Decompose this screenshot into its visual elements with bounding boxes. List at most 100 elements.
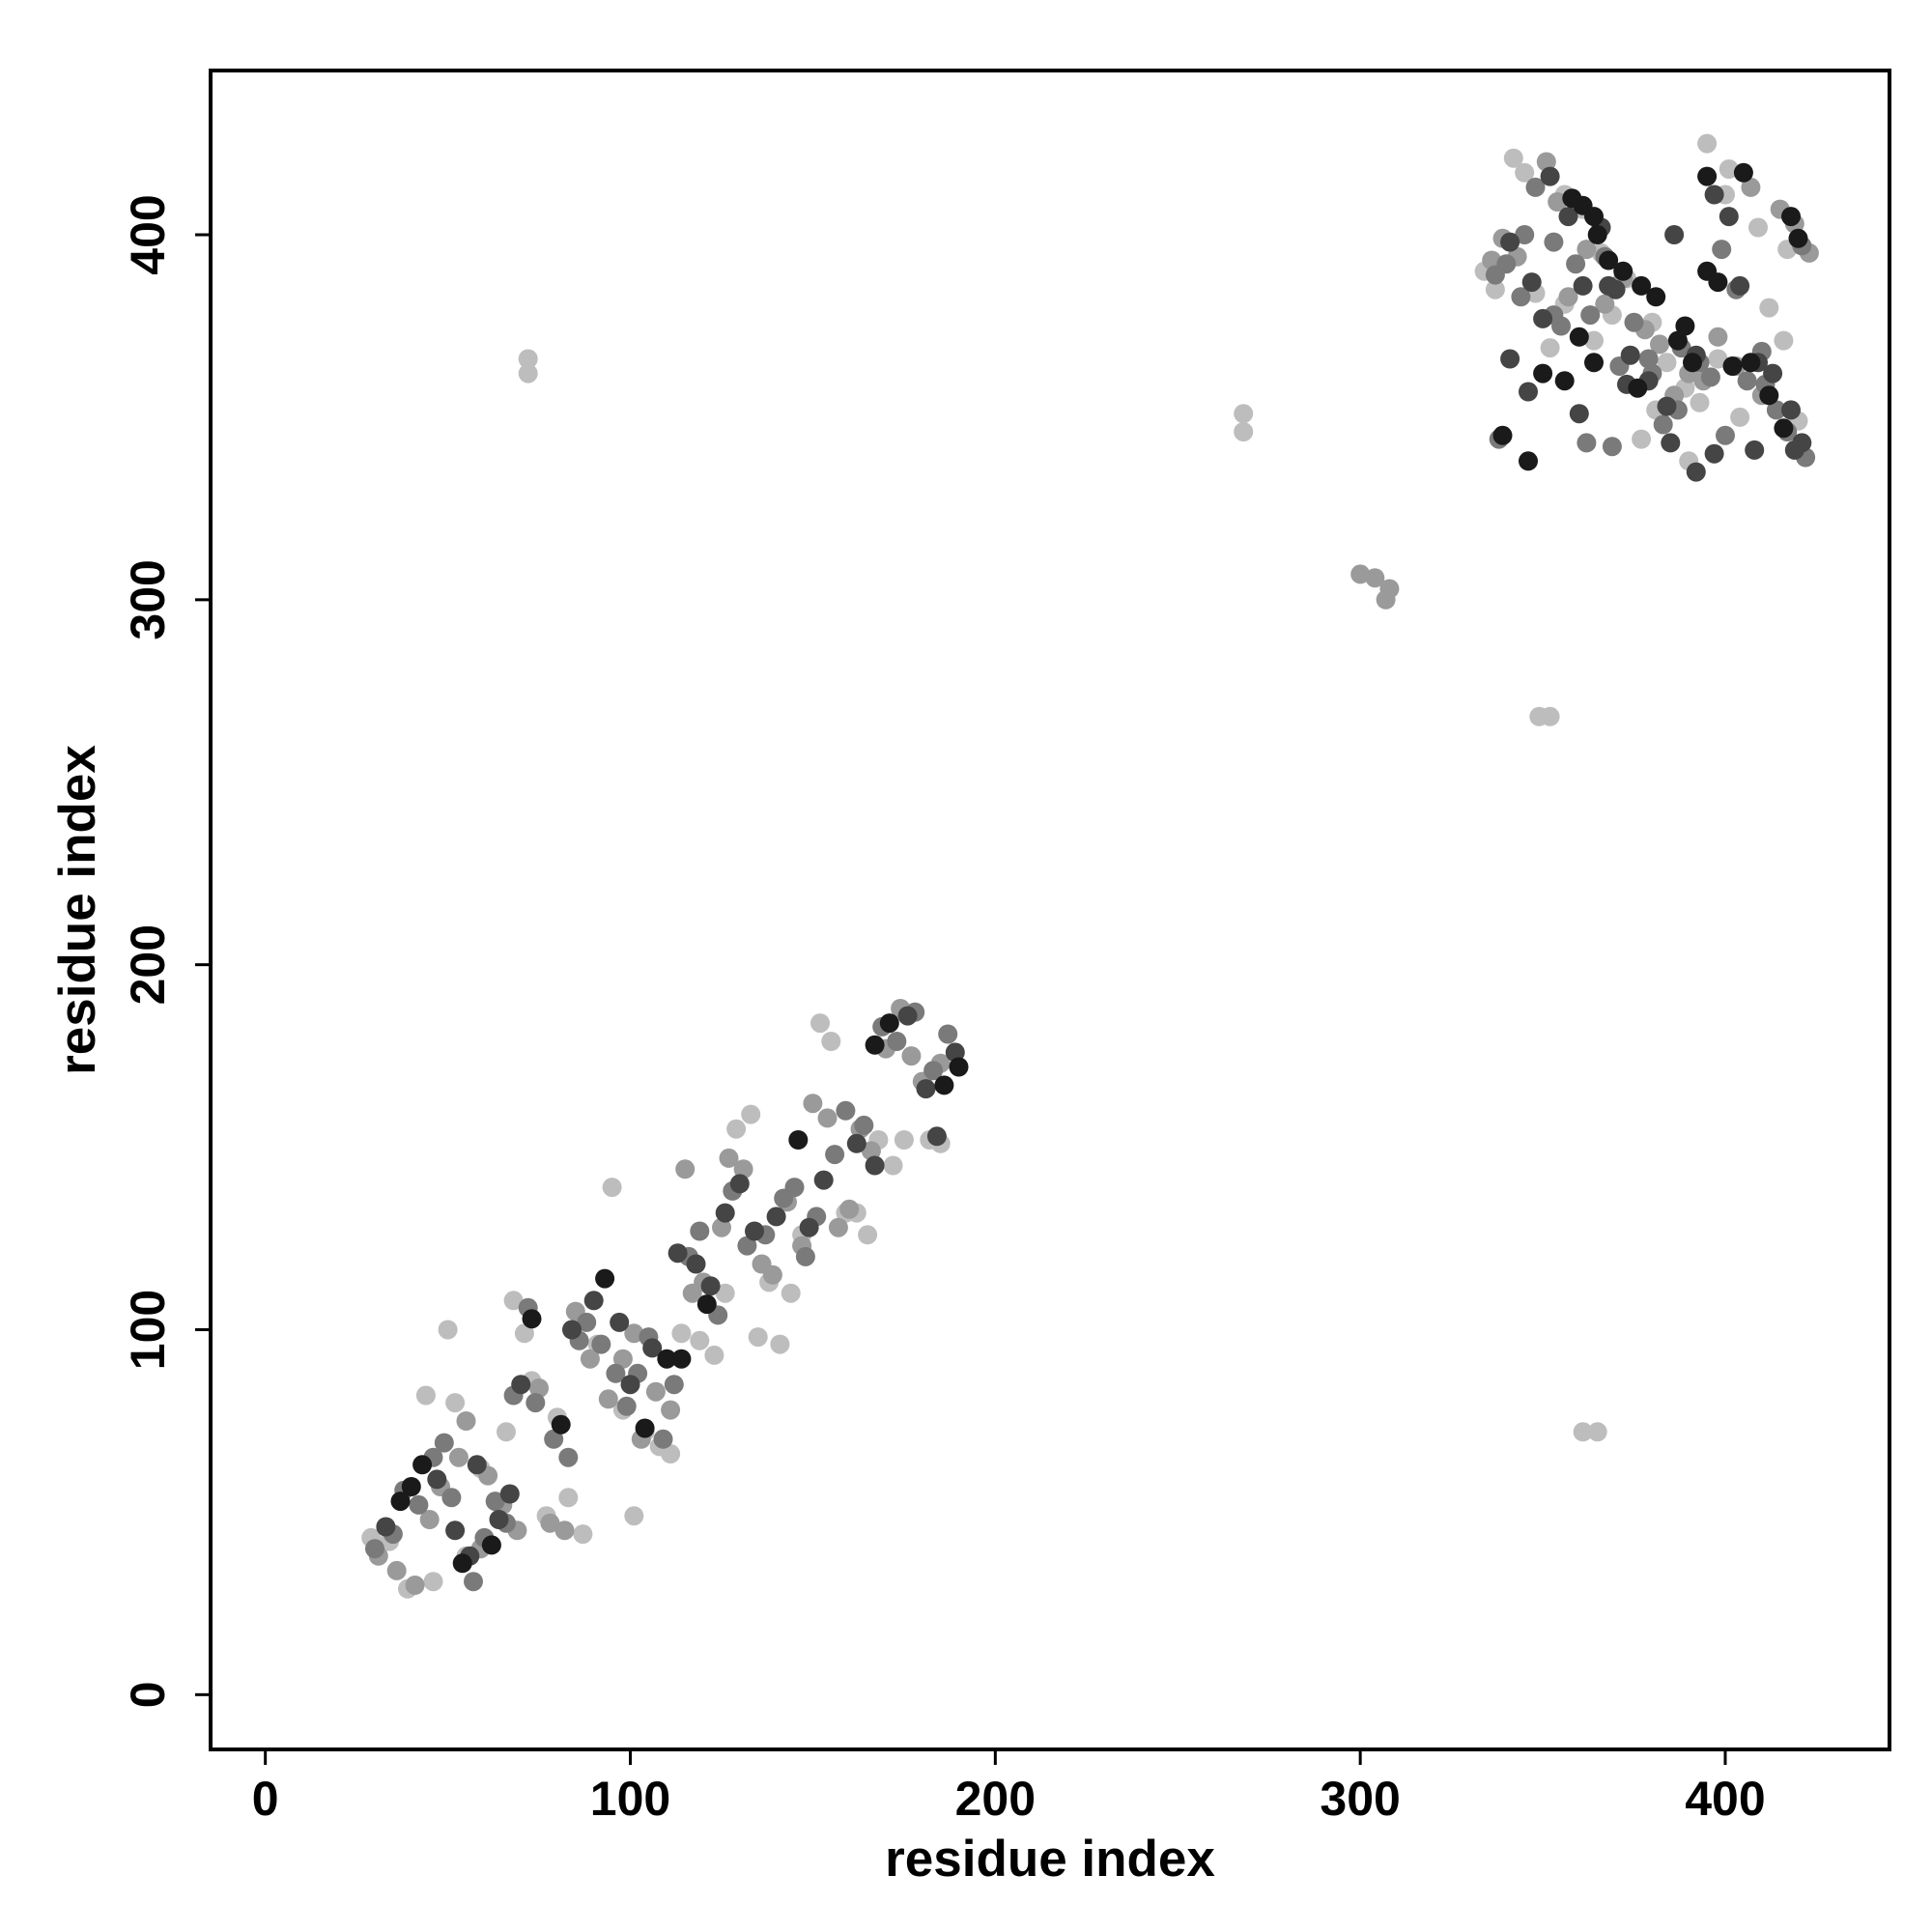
data-point <box>795 1246 815 1266</box>
data-point <box>1515 225 1535 244</box>
data-point <box>726 1119 747 1139</box>
data-point <box>813 1170 834 1190</box>
data-point <box>518 363 538 384</box>
data-point <box>1733 162 1753 183</box>
data-point <box>737 1236 757 1256</box>
data-point <box>781 1283 801 1303</box>
data-point <box>1763 363 1783 384</box>
data-point <box>784 1178 805 1198</box>
data-point <box>1657 353 1677 373</box>
data-point <box>741 1104 761 1124</box>
data-point <box>945 1042 965 1063</box>
data-point <box>1500 232 1520 252</box>
data-point <box>916 1079 936 1099</box>
data-point <box>715 1203 735 1223</box>
data-point <box>1599 275 1619 296</box>
data-point <box>748 1327 768 1348</box>
data-point <box>1719 159 1739 179</box>
data-point <box>1548 192 1568 212</box>
data-point <box>514 1323 534 1344</box>
data-point <box>745 1221 764 1241</box>
data-point <box>1569 404 1589 424</box>
data-point <box>423 1572 443 1592</box>
data-point <box>1745 440 1765 460</box>
data-point <box>481 1535 501 1555</box>
y-axis: 0 100 200 300 400 <box>121 194 211 1708</box>
data-point <box>1234 404 1254 424</box>
data-point <box>448 1447 469 1467</box>
data-point <box>562 1320 582 1340</box>
data-point <box>1580 305 1601 326</box>
data-point <box>642 1338 663 1358</box>
data-point <box>803 1094 823 1114</box>
data-point <box>799 1217 819 1237</box>
data-point <box>1533 363 1553 384</box>
data-point <box>1664 225 1685 244</box>
data-point <box>934 1075 954 1095</box>
data-point <box>1675 316 1695 336</box>
data-point <box>438 1320 458 1340</box>
data-point <box>1759 385 1779 406</box>
data-point <box>810 1013 830 1034</box>
data-point <box>1737 371 1757 391</box>
data-point <box>1766 400 1786 420</box>
data-point <box>434 1433 454 1453</box>
data-point <box>949 1057 969 1077</box>
data-point <box>1781 207 1801 227</box>
data-point <box>1577 433 1597 453</box>
data-point <box>1569 327 1589 347</box>
data-point <box>489 1510 509 1529</box>
data-point <box>690 1221 710 1241</box>
data-point <box>1577 240 1597 260</box>
data-point <box>825 1145 845 1165</box>
data-point <box>1704 443 1724 464</box>
plot-frame <box>209 69 1891 1751</box>
data-points <box>361 133 1819 1599</box>
x-tick-label: 400 <box>1685 1772 1765 1826</box>
data-point <box>497 1422 516 1442</box>
data-point <box>661 1400 681 1420</box>
data-point <box>551 1414 571 1435</box>
data-point <box>554 1520 575 1541</box>
data-point <box>821 1032 841 1051</box>
data-point <box>788 1130 809 1150</box>
data-point <box>624 1506 644 1526</box>
data-point <box>427 1469 447 1490</box>
data-point <box>926 1126 947 1147</box>
data-point <box>828 1217 848 1237</box>
data-point <box>1741 177 1761 197</box>
data-point <box>464 1572 483 1592</box>
data-point <box>544 1429 564 1449</box>
data-point <box>376 1517 396 1537</box>
data-point <box>445 1520 466 1541</box>
data-point <box>846 1133 867 1153</box>
y-tick-label: 0 <box>121 1681 175 1708</box>
data-point <box>858 1225 878 1245</box>
x-axis: 0 100 200 300 400 <box>252 1749 1766 1826</box>
data-point <box>645 1381 666 1402</box>
data-point <box>1511 287 1531 307</box>
data-point <box>1730 407 1750 427</box>
data-point <box>1700 367 1720 387</box>
data-point <box>452 1553 472 1574</box>
data-point <box>1554 371 1575 391</box>
data-point <box>1624 312 1644 332</box>
data-point <box>1521 272 1542 293</box>
data-point <box>1587 225 1607 244</box>
data-point <box>1519 451 1538 471</box>
data-point <box>1632 275 1652 296</box>
data-point <box>467 1455 487 1475</box>
data-point <box>591 1334 611 1354</box>
data-point <box>558 1447 579 1467</box>
y-tick-label: 300 <box>121 559 175 639</box>
data-point <box>897 1006 918 1026</box>
data-point <box>1730 275 1750 296</box>
y-tick-label: 200 <box>121 924 175 1005</box>
data-point <box>1628 378 1648 398</box>
y-axis-title: residue index <box>49 745 106 1075</box>
data-point <box>1558 207 1578 227</box>
data-point <box>1234 422 1254 441</box>
data-point <box>1741 353 1761 373</box>
data-point <box>1650 334 1669 355</box>
